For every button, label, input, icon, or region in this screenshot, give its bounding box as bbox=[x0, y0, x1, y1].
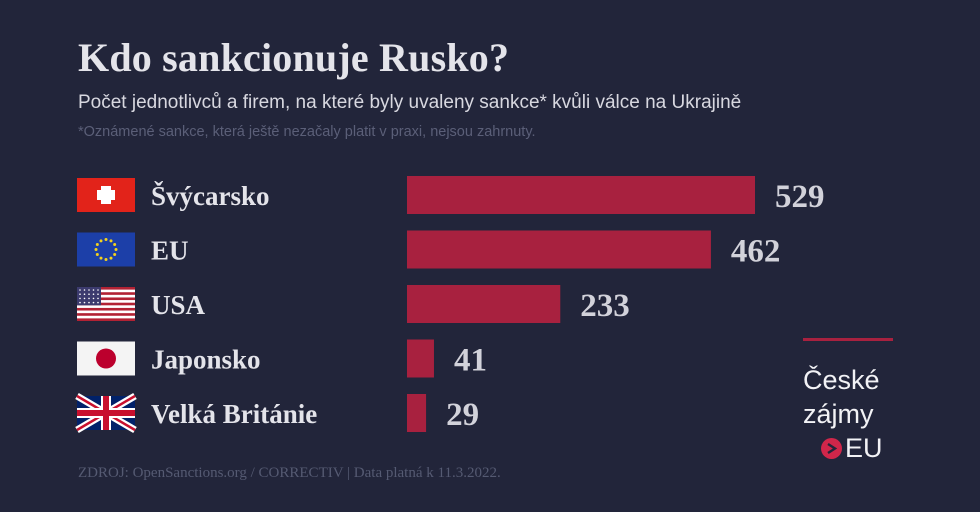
bar bbox=[407, 339, 434, 378]
bar bbox=[407, 176, 755, 214]
category-label: EU bbox=[151, 236, 189, 266]
uk-flag-icon bbox=[75, 392, 137, 434]
value-label: 29 bbox=[446, 397, 479, 433]
value-label: 41 bbox=[454, 343, 487, 379]
value-label: 233 bbox=[580, 288, 630, 324]
logo-arrow-icon bbox=[821, 437, 842, 459]
category-label: Švýcarsko bbox=[151, 181, 270, 211]
bar bbox=[407, 230, 711, 269]
logo-accent-bar bbox=[803, 338, 893, 341]
bar bbox=[407, 285, 561, 323]
chart-subtitle: Počet jednotlivců a firem, na které byly… bbox=[78, 92, 742, 113]
value-label: 462 bbox=[731, 234, 781, 270]
value-label: 529 bbox=[775, 179, 825, 215]
japan-flag-icon bbox=[77, 341, 135, 376]
usa-flag-icon bbox=[77, 287, 135, 321]
chart-footnote: *Oznámené sankce, která ještě nezačaly p… bbox=[78, 124, 536, 140]
switzerland-flag-icon bbox=[77, 178, 135, 212]
chart-title: Kdo sankcionuje Rusko? bbox=[78, 35, 510, 80]
category-label: Japonsko bbox=[151, 345, 261, 375]
eu-flag-icon bbox=[77, 232, 135, 267]
logo-text-line2: zájmy bbox=[803, 399, 874, 429]
category-label: USA bbox=[151, 290, 206, 320]
ceske-zajmy-eu-logo: České zájmy EU bbox=[803, 338, 893, 465]
bar bbox=[407, 394, 427, 432]
category-label: Velká Británie bbox=[151, 399, 317, 429]
source-note: ZDROJ: OpenSanctions.org / CORRECTIV | D… bbox=[78, 465, 501, 481]
logo-text-line1: České bbox=[803, 365, 880, 395]
logo-text-line3: EU bbox=[845, 433, 883, 463]
logo-eu-line: EU bbox=[803, 431, 893, 465]
